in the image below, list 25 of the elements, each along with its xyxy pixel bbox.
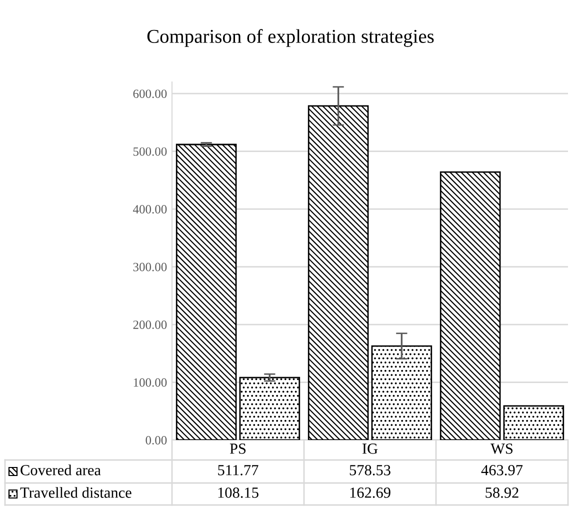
y-tick-label: 500.00: [133, 147, 167, 156]
data-label: 511.77: [218, 465, 258, 476]
y-tick-label: 300.00: [133, 262, 167, 272]
legend-label: Covered area: [20, 464, 101, 476]
x-tick-label: IG: [362, 444, 378, 454]
chart-title: Comparison of exploration strategies: [147, 29, 434, 47]
y-tick-label: 600.00: [133, 90, 167, 98]
legend-label: Travelled distance: [20, 487, 132, 498]
bar: [440, 171, 501, 440]
y-tick-label: 400.00: [133, 205, 167, 214]
y-tick-label: 200.00: [133, 320, 167, 330]
data-label: 108.15: [218, 488, 258, 498]
bar: [503, 405, 564, 440]
y-tick-label: 0.00: [146, 436, 167, 445]
data-label: 162.69: [350, 488, 390, 498]
data-label: 463.97: [481, 465, 523, 476]
data-label: 58.92: [486, 488, 518, 498]
bar: [308, 105, 369, 440]
x-tick-label: WS: [490, 444, 513, 454]
bar: [176, 144, 237, 440]
y-tick-label: 100.00: [134, 378, 167, 387]
x-tick-label: PS: [230, 444, 246, 454]
data-label: 578.53: [350, 465, 390, 476]
bar: [371, 345, 432, 440]
bar: [239, 376, 300, 440]
